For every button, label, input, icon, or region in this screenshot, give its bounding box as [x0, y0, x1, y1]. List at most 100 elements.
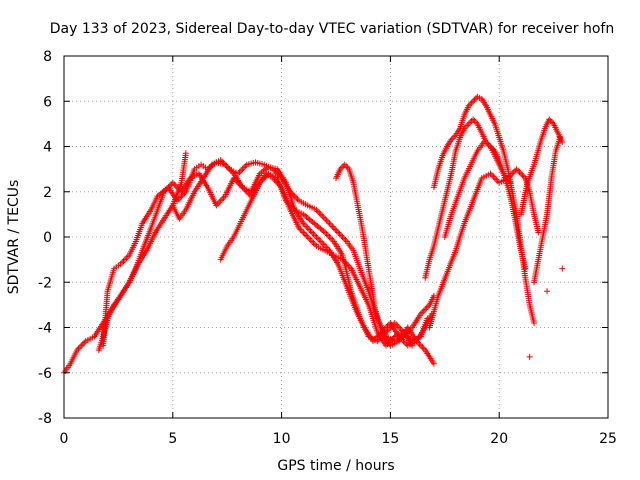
data-point — [559, 265, 566, 272]
data-point-interp — [121, 256, 128, 263]
data-point-interp — [307, 237, 314, 244]
data-point-interp — [320, 214, 327, 221]
data-point-interp — [338, 232, 345, 239]
y-tick-label: -8 — [38, 411, 52, 427]
data-point-interp — [78, 342, 85, 349]
data-point-interp — [332, 226, 339, 233]
data-point-interp — [335, 229, 342, 236]
data-point-interp — [301, 230, 308, 237]
data-point-interp — [343, 163, 350, 170]
data-point — [409, 342, 416, 349]
y-tick-label: 6 — [43, 94, 52, 110]
x-tick-label: 5 — [168, 431, 177, 447]
data-point-interp — [464, 122, 471, 129]
data-point — [526, 353, 533, 360]
data-point-interp — [217, 197, 224, 204]
data-point — [341, 161, 348, 168]
data-point — [507, 179, 514, 186]
data-point-interp — [417, 342, 424, 349]
data-point-interp — [239, 166, 246, 173]
data-point-interp — [342, 237, 349, 244]
data-point-interp — [319, 212, 326, 219]
data-point — [182, 150, 189, 157]
y-axis-label: SDTVAR / TECUs — [6, 180, 22, 295]
data-point-interp — [320, 241, 327, 248]
data-point-interp — [172, 182, 179, 189]
data-point — [531, 319, 538, 326]
y-tick-label: -4 — [38, 321, 52, 337]
data-point-interp — [309, 238, 316, 245]
y-tick-label: 0 — [43, 230, 52, 246]
x-tick-label: 20 — [490, 431, 508, 447]
marks-layer — [61, 93, 566, 376]
data-point-interp — [306, 226, 313, 233]
data-point-interp — [491, 175, 498, 182]
data-point-interp — [306, 235, 313, 242]
y-tick-label: 8 — [43, 49, 52, 65]
data-point-interp — [236, 169, 243, 176]
data-point-interp — [323, 230, 330, 237]
chart-title: Day 133 of 2023, Sidereal Day-to-day VTE… — [50, 21, 614, 37]
data-point-interp — [304, 224, 311, 231]
data-point-interp — [336, 230, 343, 237]
data-point-interp — [333, 227, 340, 234]
data-point-interp — [310, 230, 317, 237]
x-tick-label: 0 — [60, 431, 69, 447]
data-point-interp — [422, 306, 429, 313]
y-tick-label: -2 — [38, 275, 52, 291]
data-point-interp — [323, 217, 330, 224]
data-point-interp — [325, 232, 332, 239]
data-point-interp — [311, 232, 318, 239]
data-point-interp — [340, 235, 347, 242]
x-tick-label: 15 — [381, 431, 399, 447]
x-tick-label: 10 — [273, 431, 291, 447]
data-point-interp — [317, 211, 324, 218]
data-point-interp — [325, 218, 332, 225]
data-point-interp — [515, 167, 522, 174]
data-point — [470, 98, 477, 105]
data-point-interp — [327, 235, 334, 242]
data-point-interp — [303, 223, 310, 230]
data-point-interp — [119, 259, 126, 266]
data-point-interp — [298, 227, 305, 234]
data-point — [317, 238, 324, 245]
y-tick-label: 4 — [43, 140, 52, 156]
data-point-interp — [517, 170, 524, 177]
data-point-interp — [313, 234, 320, 240]
data-point-interp — [329, 223, 336, 230]
data-point-interp — [519, 172, 526, 179]
data-point-interp — [420, 307, 427, 314]
data-point — [513, 166, 520, 173]
data-point — [559, 138, 566, 145]
data-point-interp — [81, 339, 88, 346]
data-point-interp — [488, 172, 495, 179]
data-point-interp — [171, 181, 178, 188]
data-point — [322, 215, 329, 222]
data-point-interp — [314, 208, 321, 215]
data-point-interp — [467, 119, 474, 126]
data-point-interp — [510, 169, 517, 176]
y-tick-label: -6 — [38, 366, 52, 382]
data-point-interp — [516, 169, 523, 176]
data-point-interp — [224, 164, 231, 171]
ticks-layer — [63, 55, 609, 419]
data-point-interp — [123, 255, 130, 262]
data-point-interp — [307, 227, 314, 234]
data-point-interp — [314, 235, 321, 242]
data-point — [304, 234, 311, 240]
data-point-interp — [419, 344, 426, 351]
y-tick-label: 2 — [43, 185, 52, 201]
data-point — [470, 116, 477, 123]
data-point-interp — [316, 209, 323, 216]
data-point — [544, 288, 551, 295]
data-point-interp — [216, 199, 223, 206]
data-point-interp — [326, 220, 333, 227]
data-point-interp — [326, 234, 333, 240]
data-point-interp — [79, 341, 86, 348]
data-point — [430, 360, 437, 367]
data-point-interp — [319, 240, 326, 247]
data-point-interp — [240, 164, 247, 171]
data-point — [339, 234, 346, 240]
data-point-interp — [468, 99, 475, 106]
